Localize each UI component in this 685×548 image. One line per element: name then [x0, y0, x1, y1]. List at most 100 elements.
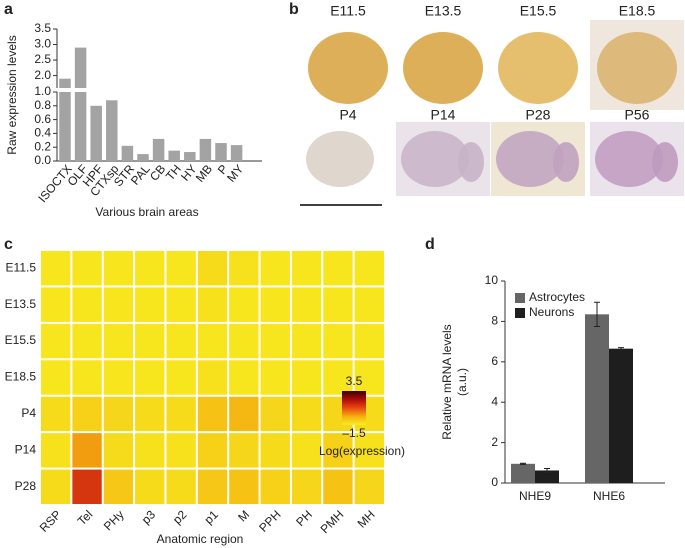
heat-cell: [323, 323, 353, 359]
image-label: P28: [526, 107, 551, 123]
bar: [199, 138, 212, 161]
heat-cell: [323, 287, 353, 322]
heat-cell: [291, 360, 322, 395]
y-tick-label: 1.0: [34, 84, 51, 98]
bar: [59, 92, 71, 161]
y-tick-label: 3.0: [34, 37, 51, 51]
heat-cell: [135, 323, 165, 359]
col-label: MH: [355, 507, 378, 530]
heat-cell: [260, 323, 290, 359]
y-tick-label: 0.0: [34, 153, 51, 167]
col-label: PH: [293, 507, 315, 529]
heat-cell: [354, 287, 384, 322]
heat-cell: [135, 287, 165, 322]
bar: [609, 348, 633, 483]
y-tick-label: 4: [491, 394, 498, 408]
heat-cell: [291, 396, 322, 432]
error-bar: [594, 301, 600, 327]
y-tick-label: 8: [491, 314, 498, 328]
heat-cell: [291, 251, 322, 286]
heat-cell: [197, 433, 228, 468]
heat-cell: [323, 469, 353, 504]
y-tick-label: 10: [485, 273, 499, 287]
heat-cell: [166, 433, 196, 468]
heat-cell: [135, 360, 165, 395]
x-tick-label: NHE6: [593, 489, 625, 503]
heat-cell: [354, 251, 384, 286]
tissue-section: [595, 131, 663, 187]
heat-cell: [72, 396, 102, 432]
heat-cell: [72, 360, 102, 395]
cerebellum: [458, 142, 484, 182]
panel-letter: d: [425, 236, 435, 253]
y-tick-label: 0.2: [34, 139, 51, 153]
heat-cell: [41, 323, 71, 359]
heat-cell: [260, 469, 290, 504]
heat-cell: [260, 251, 290, 286]
heat-cell: [229, 323, 259, 359]
col-label: Tel: [75, 507, 96, 528]
image-label: P4: [339, 107, 356, 123]
image-label: E15.5: [520, 3, 557, 19]
bar: [585, 314, 609, 483]
col-label: PMH: [318, 507, 347, 536]
x-tick-label: MY: [224, 162, 246, 185]
error-bar: [544, 467, 550, 473]
tissue-section: [597, 32, 677, 104]
heat-cell: [41, 360, 71, 395]
heat-cell: [166, 323, 196, 359]
panel-letter: a: [4, 1, 13, 18]
image-label: E13.5: [425, 3, 462, 19]
y-tick-label: 6: [491, 354, 498, 368]
y-tick-label: 0: [491, 475, 498, 489]
heat-cell: [103, 433, 134, 468]
tissue-section: [496, 131, 564, 187]
heat-cell: [103, 360, 134, 395]
heat-cell: [72, 433, 102, 468]
tissue-section: [401, 131, 469, 187]
bar: [535, 470, 559, 483]
bar: [215, 143, 227, 161]
heat-cell: [354, 433, 384, 468]
y-tick-label: 0.6: [34, 112, 51, 126]
heat-cell: [291, 323, 322, 359]
row-label: E15.5: [5, 333, 37, 347]
heat-cell: [197, 287, 228, 322]
image-label: P56: [625, 107, 650, 123]
heat-cell: [41, 433, 71, 468]
heat-cell: [166, 469, 196, 504]
error-bar: [520, 462, 526, 465]
bar: [511, 463, 535, 483]
bar: [74, 92, 87, 161]
x-tick-label: NHE9: [519, 489, 551, 503]
heat-cell: [291, 287, 322, 322]
image-label: E18.5: [619, 3, 656, 19]
bar: [90, 105, 102, 161]
heat-cell: [260, 360, 290, 395]
heat-cell: [229, 469, 259, 504]
heat-cell: [260, 396, 290, 432]
col-label: p2: [170, 507, 190, 527]
panel-letter: c: [4, 236, 13, 253]
colorbar-label: –1.5: [342, 426, 366, 440]
heat-cell: [197, 396, 228, 432]
heat-cell: [41, 396, 71, 432]
heat-cell: [135, 251, 165, 286]
row-label: P14: [15, 443, 37, 457]
col-label: p1: [202, 507, 222, 527]
heat-cell: [72, 287, 102, 322]
heat-cell: [229, 360, 259, 395]
heat-cell: [229, 396, 259, 432]
heat-cell: [166, 360, 196, 395]
bar-upper: [74, 47, 87, 88]
heat-cell: [166, 251, 196, 286]
heat-cell: [260, 433, 290, 468]
row-label: E11.5: [6, 260, 37, 274]
heat-cell: [72, 323, 102, 359]
heat-cell: [166, 396, 196, 432]
row-label: E18.5: [5, 370, 37, 384]
heat-cell: [323, 360, 353, 395]
bar: [106, 100, 118, 161]
